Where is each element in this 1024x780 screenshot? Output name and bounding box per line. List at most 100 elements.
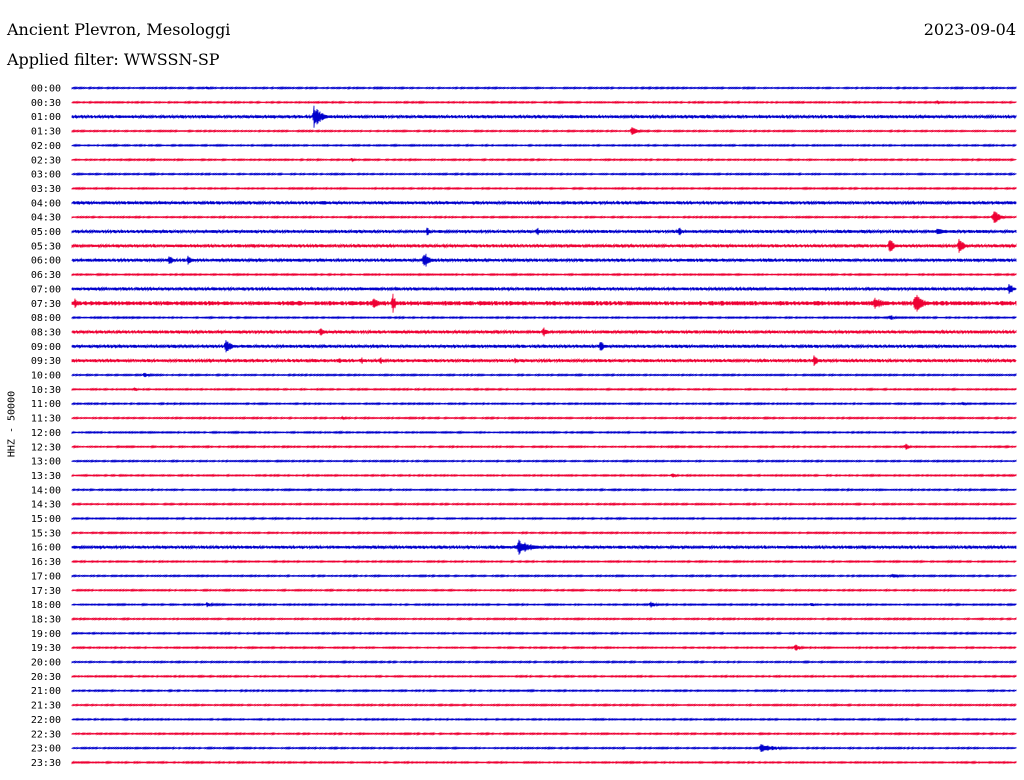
- row-time-label: 07:00: [31, 284, 61, 295]
- trace-row-0100: [71, 105, 1017, 128]
- row-time-label: 01:30: [31, 127, 61, 138]
- row-time-label: 03:30: [31, 184, 61, 195]
- row-time-label: 11:30: [31, 414, 61, 425]
- trace-row-0300: [71, 171, 1017, 177]
- trace-row-1830: [71, 616, 1017, 622]
- row-time-label: 08:30: [31, 327, 61, 338]
- trace-row-1700: [71, 573, 1017, 579]
- trace-row-1930: [71, 644, 1017, 651]
- row-time-label: 10:30: [31, 385, 61, 396]
- row-time-label: 13:30: [31, 471, 61, 482]
- trace-row-0930: [71, 355, 1017, 366]
- date-label: 2023-09-04: [923, 20, 1016, 39]
- row-time-label: 06:00: [31, 256, 61, 267]
- trace-row-1430: [71, 502, 1017, 507]
- trace-row-2030: [71, 674, 1017, 679]
- row-time-label: 04:00: [31, 198, 61, 209]
- row-time-label: 14:00: [31, 485, 61, 496]
- trace-row-0600: [71, 253, 1017, 267]
- row-time-label: 02:00: [31, 141, 61, 152]
- row-time-label: 12:00: [31, 428, 61, 439]
- row-time-label: 00:00: [31, 84, 61, 95]
- row-time-label: 02:30: [31, 155, 61, 166]
- trace-row-1230: [71, 443, 1017, 450]
- row-time-label: 19:00: [31, 629, 61, 640]
- trace-row-1630: [71, 559, 1017, 564]
- trace-row-1530: [71, 530, 1017, 535]
- station-title: Ancient Plevron, Mesologgi: [7, 20, 231, 39]
- row-time-label: 14:30: [31, 500, 61, 511]
- trace-row-1100: [71, 401, 1017, 407]
- row-time-label: 16:30: [31, 557, 61, 568]
- row-time-label: 17:00: [31, 571, 61, 582]
- row-time-label: 04:30: [31, 213, 61, 224]
- row-time-label: 00:30: [31, 98, 61, 109]
- row-time-label: 12:30: [31, 442, 61, 453]
- trace-row-2330: [71, 760, 1017, 765]
- row-time-label: 20:00: [31, 658, 61, 669]
- trace-row-0430: [71, 211, 1017, 223]
- trace-row-0900: [71, 340, 1017, 353]
- trace-row-1800: [71, 601, 1017, 608]
- trace-row-0400: [71, 199, 1017, 206]
- trace-row-0130: [71, 127, 1017, 135]
- trace-row-1400: [71, 487, 1017, 492]
- row-time-label: 01:00: [31, 112, 61, 123]
- trace-row-0630: [71, 272, 1017, 277]
- trace-row-0330: [71, 186, 1017, 191]
- row-time-label: 18:30: [31, 614, 61, 625]
- trace-row-1330: [71, 473, 1017, 478]
- row-time-label: 21:00: [31, 686, 61, 697]
- row-time-label: 15:30: [31, 528, 61, 539]
- row-time-label: 09:00: [31, 342, 61, 353]
- trace-row-0000: [71, 85, 1017, 91]
- trace-row-0730: [71, 293, 1017, 313]
- filter-label: Applied filter: WWSSN-SP: [7, 50, 220, 69]
- trace-row-1730: [71, 588, 1017, 593]
- row-time-label: 22:30: [31, 729, 61, 740]
- trace-row-0230: [71, 157, 1017, 163]
- row-time-label: 17:30: [31, 586, 61, 597]
- row-time-label: 21:30: [31, 701, 61, 712]
- trace-row-2300: [71, 744, 1017, 753]
- trace-row-1030: [71, 386, 1017, 392]
- row-time-label: 05:30: [31, 241, 61, 252]
- row-time-label: 20:30: [31, 672, 61, 683]
- row-time-label: 23:00: [31, 744, 61, 755]
- trace-row-0800: [71, 315, 1017, 320]
- row-time-label: 03:00: [31, 170, 61, 181]
- row-time-label: 19:30: [31, 643, 61, 654]
- row-time-label: 05:00: [31, 227, 61, 238]
- trace-row-2230: [71, 731, 1017, 736]
- trace-row-0500: [71, 227, 1017, 236]
- row-time-label: 22:00: [31, 715, 61, 726]
- row-time-label: 09:30: [31, 356, 61, 367]
- trace-row-0830: [71, 327, 1017, 337]
- trace-row-1900: [71, 631, 1017, 636]
- row-time-label: 08:00: [31, 313, 61, 324]
- row-time-label: 06:30: [31, 270, 61, 281]
- trace-row-1000: [71, 372, 1017, 378]
- trace-row-0700: [71, 283, 1017, 294]
- row-time-label: 11:00: [31, 399, 61, 410]
- trace-row-1130: [71, 415, 1017, 421]
- row-time-label: 07:30: [31, 299, 61, 310]
- trace-row-2200: [71, 717, 1017, 722]
- trace-row-2130: [71, 702, 1017, 708]
- row-time-label: 15:00: [31, 514, 61, 525]
- row-time-label: 13:00: [31, 457, 61, 468]
- trace-row-1500: [71, 516, 1017, 521]
- trace-row-2100: [71, 688, 1017, 693]
- trace-row-0030: [71, 99, 1017, 105]
- trace-row-2000: [71, 659, 1017, 665]
- trace-row-1200: [71, 430, 1017, 435]
- trace-row-0200: [71, 143, 1017, 148]
- row-time-label: 16:00: [31, 543, 61, 554]
- trace-row-1600: [71, 539, 1017, 555]
- trace-row-1300: [71, 458, 1017, 464]
- row-time-label: 23:30: [31, 758, 61, 769]
- trace-row-0530: [71, 238, 1017, 253]
- row-time-label: 18:00: [31, 600, 61, 611]
- row-time-label: 10:00: [31, 371, 61, 382]
